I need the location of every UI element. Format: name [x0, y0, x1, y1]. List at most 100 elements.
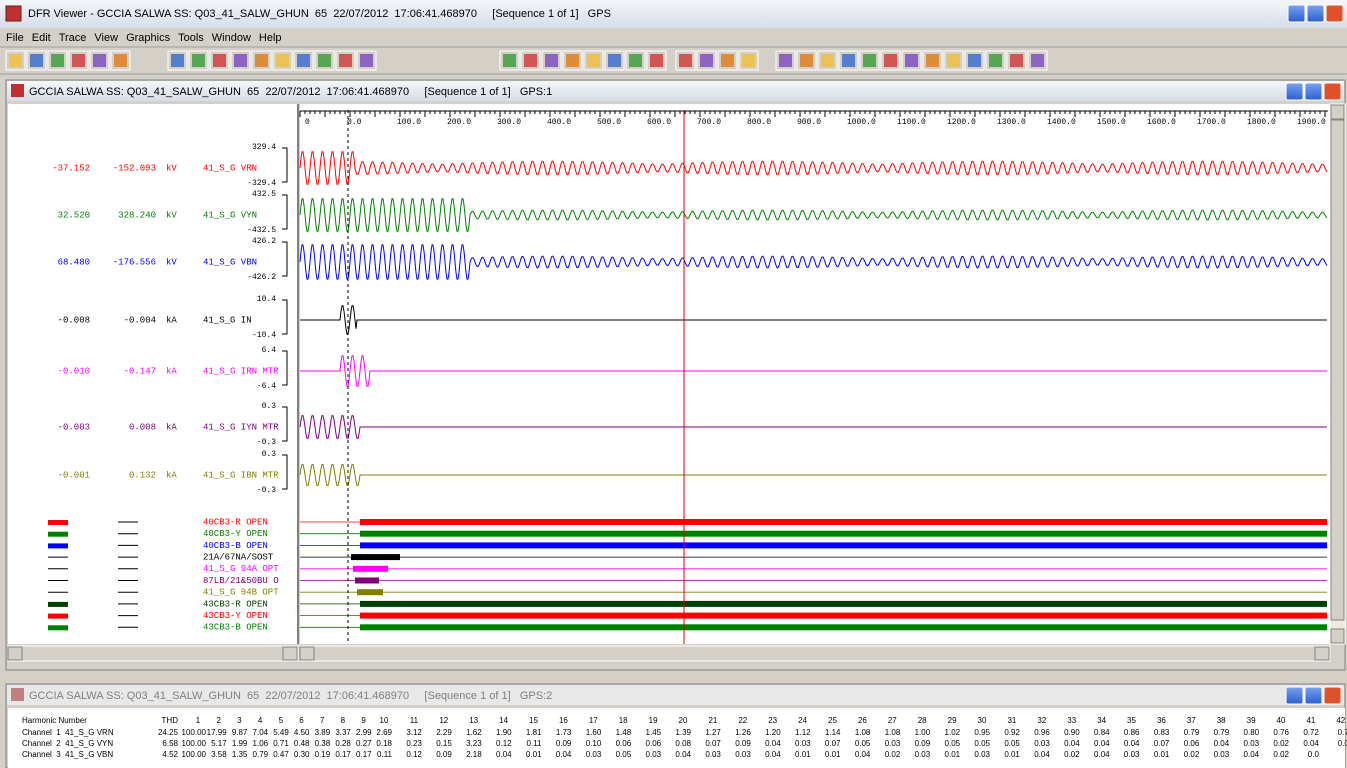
table-cell: 0.01: [1004, 750, 1020, 759]
table-cell: 0.84: [1094, 728, 1110, 737]
digital-state: [48, 520, 68, 525]
table-cell: 100.00: [182, 750, 207, 759]
scale-min: -6.4: [257, 382, 276, 391]
scroll-arrow[interactable]: [1330, 628, 1345, 644]
table-header: 2: [216, 716, 221, 725]
table-header: 29: [948, 716, 957, 725]
toolbar-icon: [821, 54, 834, 67]
scale-bracket: [282, 350, 288, 386]
window-button-max[interactable]: [1306, 4, 1325, 23]
table-header: 11: [410, 716, 419, 725]
scroll-arrow[interactable]: [299, 646, 315, 661]
table-cell: 0.04: [496, 750, 512, 759]
waveform: [299, 151, 1328, 185]
table-cell: 0.05: [945, 739, 961, 748]
harmonics-button-close[interactable]: [1323, 686, 1342, 705]
toolbar-icon: [989, 54, 1002, 67]
menu-item[interactable]: Window: [212, 32, 251, 44]
table-cell: 1.99: [232, 739, 248, 748]
harmonics-button-max[interactable]: [1304, 686, 1323, 705]
table-header: 42: [1336, 716, 1345, 725]
viewer-button-close[interactable]: [1323, 82, 1342, 101]
window-button-min[interactable]: [1287, 4, 1306, 23]
menu-item[interactable]: View: [94, 32, 118, 44]
digital-bar: [351, 554, 400, 561]
table-cell: Channel 3 41_S_G VBN: [22, 750, 113, 759]
table-cell: 0.03: [885, 739, 901, 748]
table-header: 38: [1217, 716, 1226, 725]
table-cell: 0.47: [273, 750, 289, 759]
table-cell: 2.69: [376, 728, 392, 737]
channel-unit: kA: [166, 422, 177, 432]
toolbar-icon: [629, 54, 642, 67]
table-cell: 0.30: [294, 750, 310, 759]
toolbar-icon: [608, 54, 621, 67]
toolbar-icon: [339, 54, 352, 67]
menu-item[interactable]: File: [6, 32, 24, 44]
time-tick-label: 1800.0: [1247, 118, 1276, 127]
toolbar-icon: [884, 54, 897, 67]
harmonics-button-min[interactable]: [1285, 686, 1304, 705]
digital-name: 43CB3-Y OPEN: [203, 611, 268, 621]
digital-state: [48, 613, 68, 619]
table-cell: 0.04: [556, 750, 572, 759]
digital-state: [48, 625, 68, 631]
table-cell: 1.12: [795, 728, 811, 737]
window-button-close[interactable]: [1325, 4, 1344, 23]
table-cell: 0.03: [586, 750, 602, 759]
menu-item[interactable]: Tools: [178, 32, 204, 44]
table-header: Harmonic Number: [22, 716, 87, 725]
viewer-button-min[interactable]: [1285, 82, 1304, 101]
table-header: 7: [320, 716, 325, 725]
table-cell: 0.11: [527, 739, 543, 748]
toolbar-icon: [545, 54, 558, 67]
scroll-arrow[interactable]: [282, 646, 298, 661]
menu-item[interactable]: Help: [259, 32, 282, 44]
toolbar-icon: [842, 54, 855, 67]
scroll-arrow[interactable]: [7, 646, 23, 661]
menu-item[interactable]: Trace: [59, 32, 87, 44]
channel-value-1: -0.010: [58, 366, 90, 376]
table-header: 6: [299, 716, 304, 725]
window-title: DFR Viewer - GCCIA SALWA SS: Q03_41_SALW…: [28, 8, 611, 20]
channel-name: 41_S_G VBN: [203, 257, 257, 267]
time-tick-label: 1700.0: [1197, 118, 1226, 127]
table-header: 25: [828, 716, 837, 725]
table-header: 36: [1157, 716, 1166, 725]
table-cell: 0.18: [376, 739, 392, 748]
scroll-arrow[interactable]: [1314, 646, 1330, 661]
viewer-button-max[interactable]: [1304, 82, 1323, 101]
table-cell: 0.79: [1214, 728, 1230, 737]
waveform: [299, 244, 1328, 280]
toolbar-icon: [192, 54, 205, 67]
table-cell: 100.00: [182, 739, 207, 748]
table-cell: 24.25: [158, 728, 179, 737]
digital-bar: [355, 577, 379, 584]
table-cell: 1.26: [735, 728, 751, 737]
time-tick-label: 200.0: [447, 118, 471, 127]
table-cell: 3.58: [211, 750, 227, 759]
time-tick-label: 1600.0: [1147, 118, 1176, 127]
scale-max: 432.5: [252, 190, 276, 199]
toolbar-icon: [30, 54, 43, 67]
table-cell: 4.50: [294, 728, 310, 737]
channel-value-2: 0.008: [129, 422, 156, 432]
scale-min: -10.4: [252, 331, 276, 340]
toolbar-icon: [318, 54, 331, 67]
menu-item[interactable]: Graphics: [126, 32, 171, 44]
menu-item[interactable]: Edit: [32, 32, 51, 44]
table-header: 14: [499, 716, 508, 725]
table-cell: 0.04: [765, 739, 781, 748]
scroll-thumb[interactable]: [1330, 119, 1345, 621]
table-cell: 1.08: [855, 728, 871, 737]
scale-max: 0.3: [262, 402, 277, 411]
scale-bracket: [282, 406, 288, 442]
table-cell: 1.02: [945, 728, 961, 737]
table-cell: 0.03: [646, 750, 662, 759]
waveform: [299, 464, 1327, 486]
table-header: 22: [738, 716, 747, 725]
table-cell: 0.01: [795, 750, 811, 759]
scroll-arrow[interactable]: [1330, 104, 1345, 120]
time-tick-label: 900.0: [797, 118, 821, 127]
table-cell: 0.03: [735, 750, 751, 759]
